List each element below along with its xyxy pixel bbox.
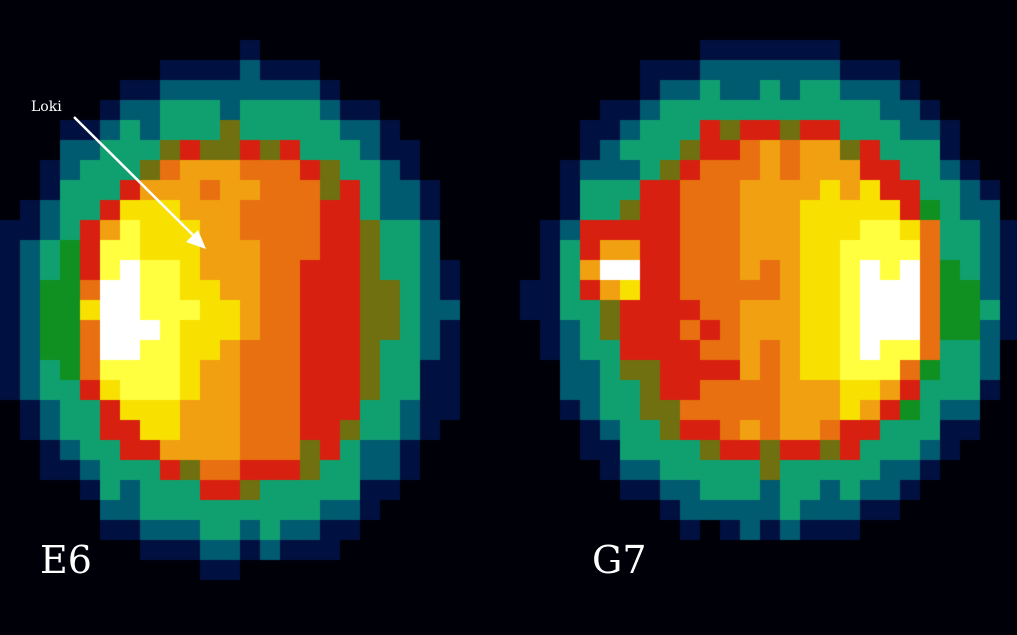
panel-label-e6: E6 [40,538,92,582]
loki-label: Loki [31,99,62,115]
panel-label-g7: G7 [592,538,647,582]
